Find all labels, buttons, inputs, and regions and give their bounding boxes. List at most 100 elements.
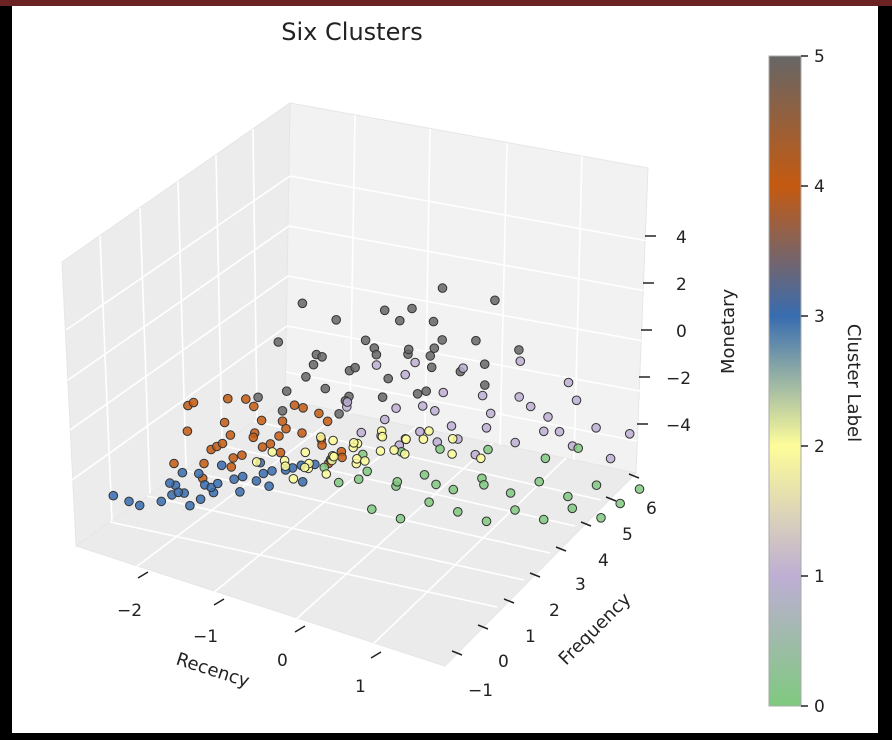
cluster-3-point — [173, 487, 184, 498]
cluster-1-point — [605, 453, 616, 464]
cluster-1-point — [391, 403, 401, 414]
cluster-4-point — [199, 458, 209, 469]
y-tick-label: 3 — [575, 575, 586, 595]
cluster-0-point — [479, 480, 489, 490]
grid-line — [252, 128, 258, 420]
colorbar-label: Cluster Label — [843, 324, 864, 442]
cluster-2-point — [280, 461, 291, 472]
cluster-5-point — [412, 389, 423, 399]
scatter-points — [108, 283, 645, 527]
cluster-2-point — [375, 446, 386, 456]
cluster-0-point — [481, 516, 492, 527]
cluster-3-point — [216, 460, 227, 471]
grid-line — [573, 155, 583, 461]
cluster-5-point — [480, 380, 490, 390]
y-tick-mark — [503, 598, 515, 604]
cluster-1-point — [485, 408, 496, 419]
grid-line — [177, 180, 187, 469]
cluster-1-point — [543, 412, 553, 422]
grid-line — [368, 457, 567, 649]
cluster-3-point — [229, 474, 239, 485]
cluster-2-point — [447, 434, 458, 444]
cluster-5-point — [479, 359, 490, 370]
cluster-4-point — [298, 403, 308, 413]
cluster-1-point — [438, 387, 449, 398]
cluster-1-point — [624, 429, 635, 439]
cluster-4-point — [274, 431, 284, 441]
grid-line — [67, 225, 290, 381]
cluster-3-point — [297, 477, 308, 487]
cluster-5-point — [308, 359, 319, 370]
cluster-4-point — [256, 415, 267, 426]
grid-line — [499, 142, 508, 446]
z-axis: 4 2 0 −2 −4 Monetary — [637, 228, 739, 436]
cluster-5-point — [395, 315, 405, 326]
x-tick-label: 0 — [277, 651, 288, 671]
cluster-2-point — [329, 451, 339, 462]
grid-line — [182, 469, 551, 554]
chart-title: Six Clusters — [281, 18, 422, 46]
grid-line — [285, 371, 638, 442]
grid-line — [292, 442, 493, 623]
cluster-3-point — [156, 496, 167, 507]
cluster-5-point — [377, 392, 388, 403]
cluster-0-point — [453, 507, 463, 517]
y-tick-label: 1 — [525, 627, 536, 647]
cluster-2-point — [349, 438, 359, 448]
x-tick-label: 1 — [355, 677, 366, 697]
cluster-0-point — [538, 514, 549, 525]
cluster-5-point — [426, 362, 437, 373]
cluster-5-point — [301, 372, 311, 382]
cluster-3-point — [267, 466, 277, 476]
cluster-0-point — [424, 497, 434, 508]
y-tick-mark — [529, 572, 541, 578]
cluster-1-point — [563, 377, 574, 388]
cluster-1-point — [380, 414, 390, 425]
colorbar-tick-label: 5 — [814, 47, 825, 67]
cluster-3-point — [124, 496, 134, 507]
x-tick-mark — [370, 651, 382, 659]
cluster-5-point — [428, 316, 439, 327]
grid-line — [99, 235, 113, 522]
grid-line — [139, 207, 151, 495]
cluster-1-point — [430, 406, 440, 416]
cluster-1-point — [477, 390, 488, 401]
cluster-0-point — [563, 491, 573, 502]
cluster-4-point — [275, 447, 286, 458]
grid-line — [71, 325, 288, 481]
cluster-5-point — [425, 351, 436, 361]
cluster-3-point — [258, 468, 269, 479]
cluster-1-point — [417, 401, 428, 411]
cluster-0-point — [634, 484, 645, 494]
cluster-3-point — [134, 500, 145, 511]
colorbar-gradient — [768, 55, 802, 707]
cluster-5-point — [437, 283, 448, 293]
cluster-0-point — [567, 503, 578, 514]
z-tick-label: 0 — [676, 322, 687, 342]
cluster-5-point — [253, 392, 263, 403]
z-tick-label: −2 — [666, 369, 691, 389]
cluster-2-point — [288, 474, 299, 484]
cluster-0-point — [353, 474, 364, 485]
cluster-5-point — [320, 383, 331, 394]
colorbar-tick-label: 1 — [814, 567, 825, 587]
cluster-1-point — [514, 392, 525, 402]
cluster-4-point — [225, 430, 236, 440]
cluster-0-point — [367, 504, 377, 515]
y-tick-mark — [555, 546, 567, 552]
cluster-4-point — [249, 401, 259, 412]
grid-line — [146, 495, 525, 581]
x-tick-label: −1 — [193, 627, 218, 647]
figure-panel: −2 −1 0 1 Recency −1 0 1 2 3 4 5 6 Frequ… — [12, 6, 878, 733]
cluster-0-point — [540, 453, 551, 464]
cluster-0-point — [395, 513, 406, 524]
y-tick-label: −1 — [468, 681, 493, 701]
grid — [65, 114, 649, 649]
cluster-5-point — [360, 335, 371, 346]
cluster-5-point — [421, 386, 432, 397]
cluster-4-point — [188, 397, 199, 408]
cluster-5-point — [429, 343, 440, 354]
cluster-4-point — [257, 442, 268, 452]
z-tick-label: 2 — [676, 275, 687, 295]
y-tick-mark — [477, 624, 489, 630]
